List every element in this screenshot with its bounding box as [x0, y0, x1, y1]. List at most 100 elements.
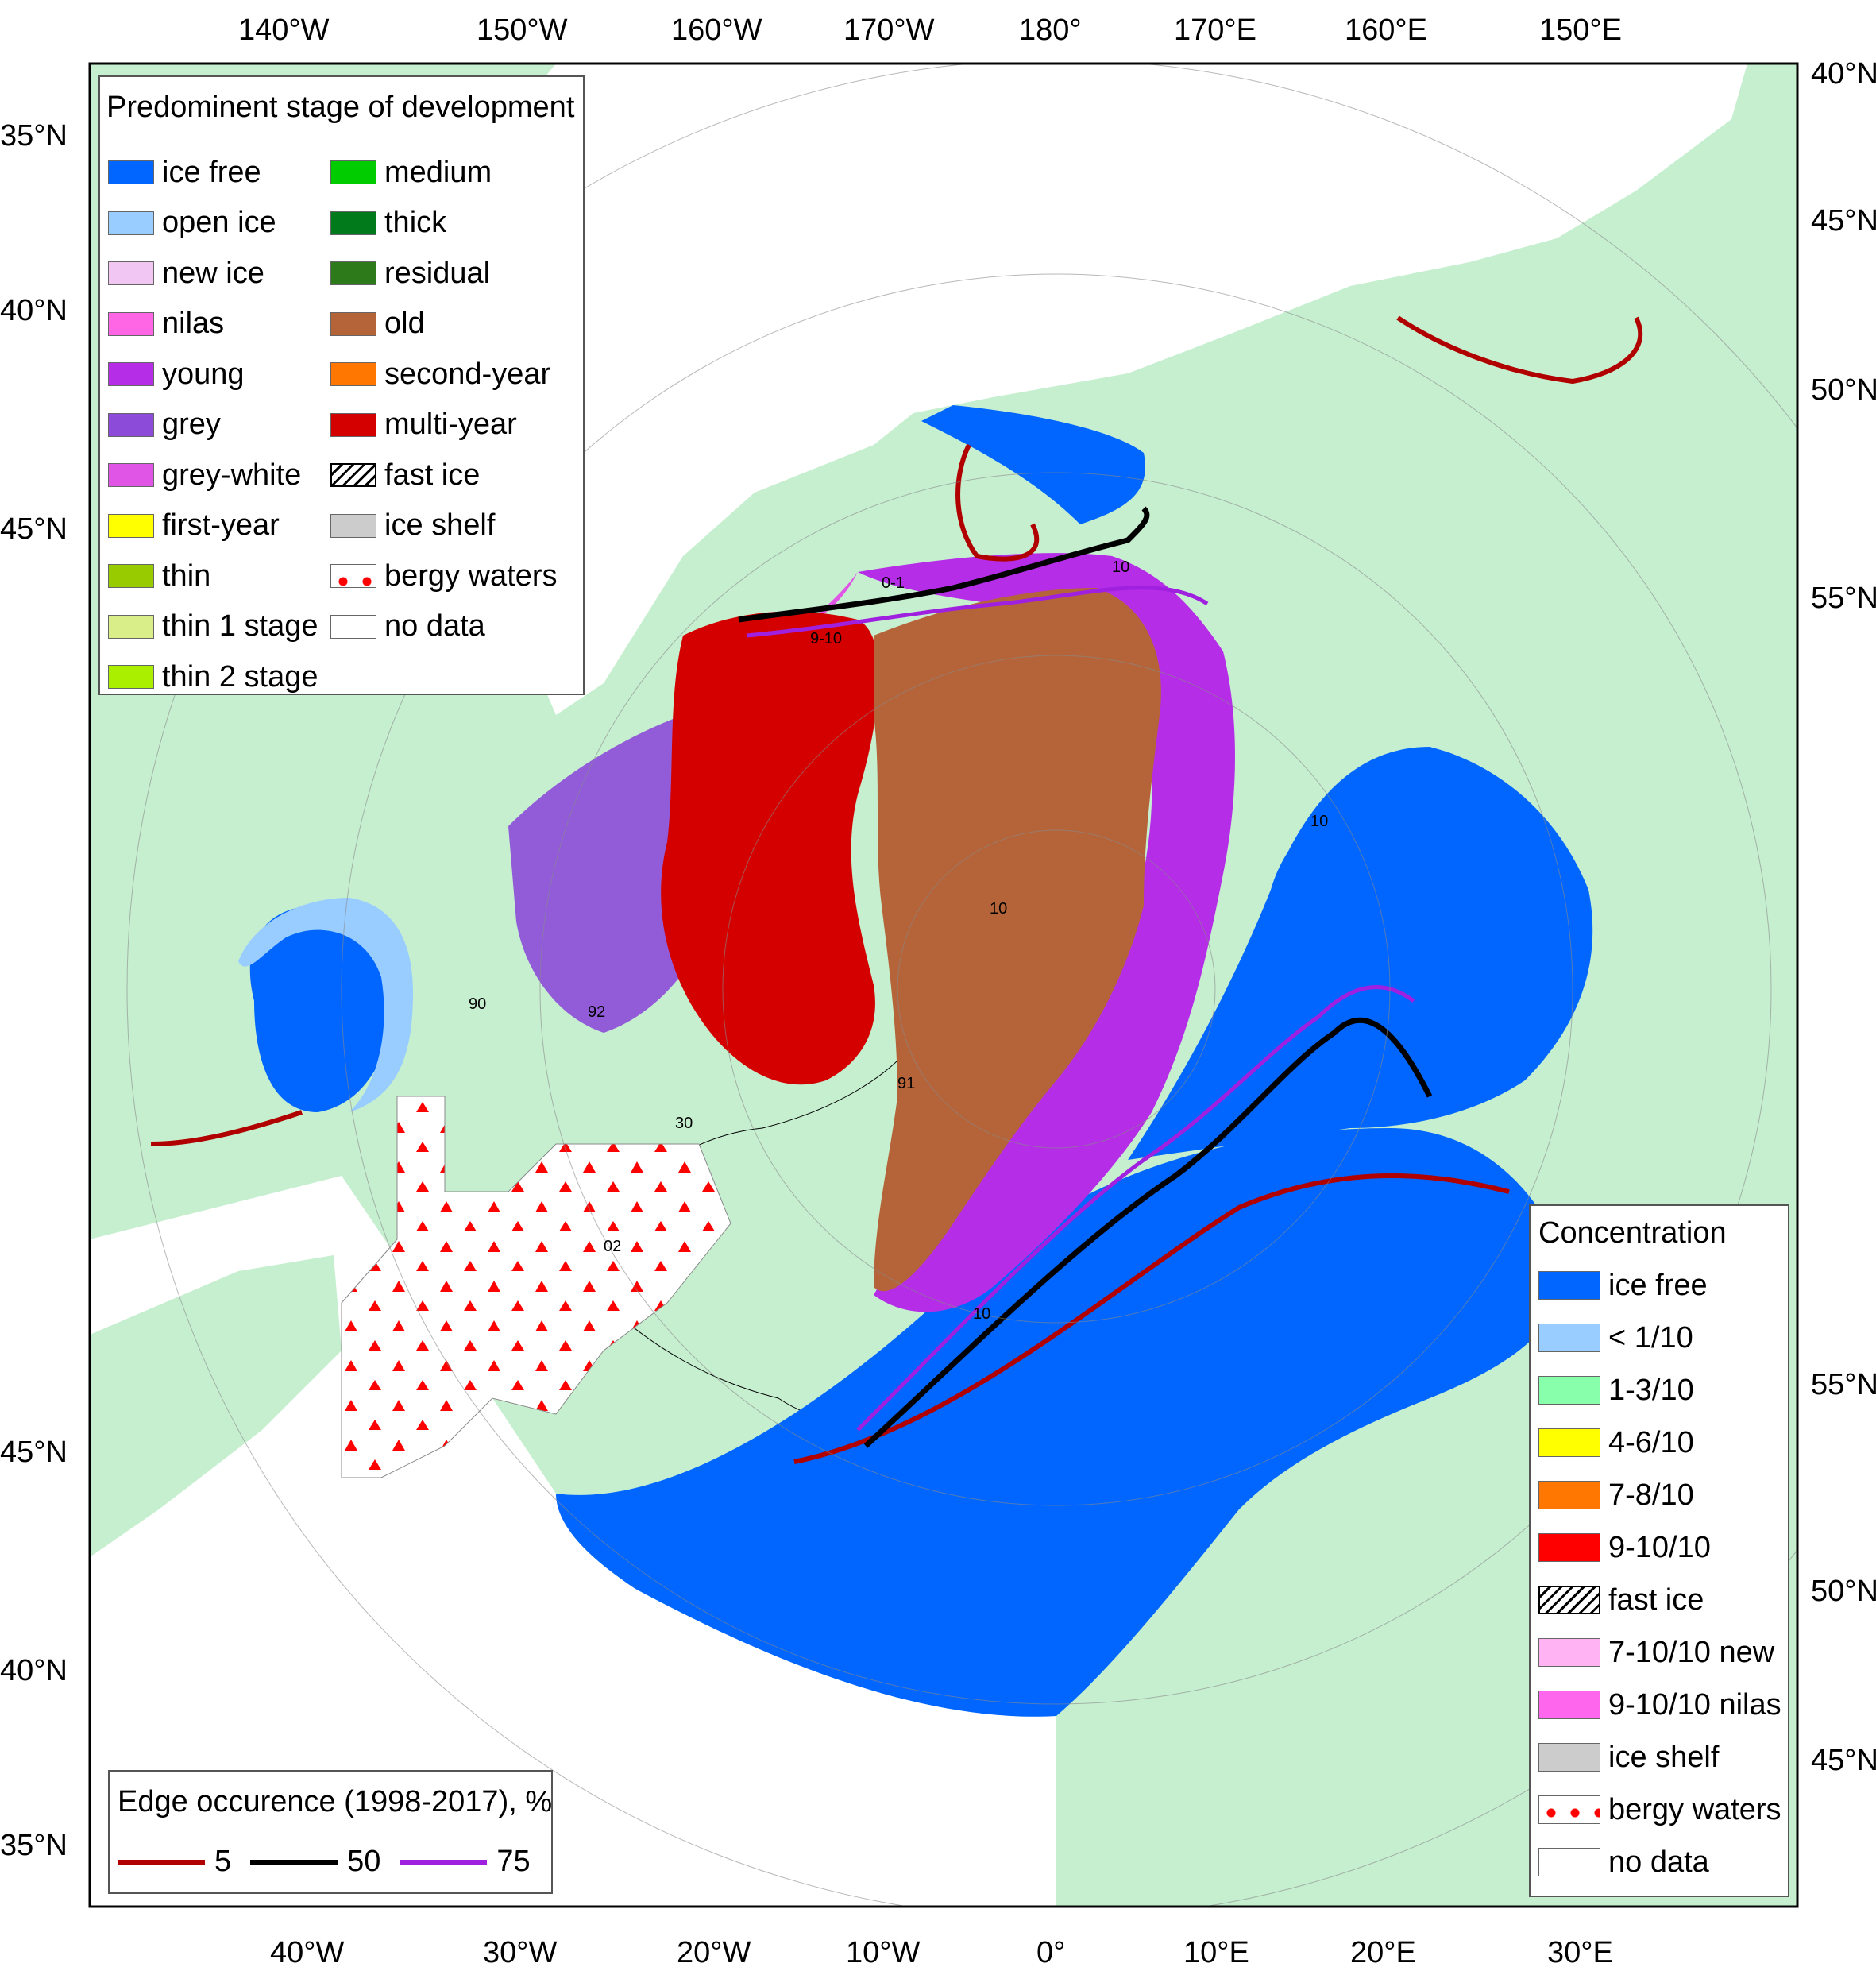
ice-label: 9-10	[810, 630, 842, 647]
legend-label: ice shelf	[384, 508, 496, 542]
legend-stage-item-first-year: first-year	[108, 508, 280, 542]
young-ice-siberian	[858, 553, 1235, 1312]
graticule-label-bottom: 10°E	[1183, 1936, 1249, 1969]
legend-swatch	[108, 463, 154, 487]
legend-label: 1-3/10	[1608, 1373, 1694, 1407]
graticule-label-top: 160°W	[671, 14, 762, 47]
bergy-waters-region	[341, 1096, 731, 1478]
land-north-america-east	[90, 1255, 342, 1557]
legend-stage-item-thin-1-stage: thin 1 stage	[108, 609, 318, 643]
legend-swatch	[1538, 1271, 1600, 1300]
multi-year-ice	[661, 611, 879, 1085]
graticule-label-top: 140°W	[238, 14, 330, 47]
legend-swatch	[330, 614, 376, 639]
legend-stage-title: Predominent stage of development	[106, 91, 575, 124]
legend-swatch	[1538, 1638, 1600, 1667]
edge-line-50pct-atlantic	[863, 1017, 1433, 1448]
ice-label: 92	[588, 1003, 605, 1021]
graticule-circle-1	[897, 829, 1216, 1149]
legend-concentration-item: < 1/10	[1538, 1321, 1693, 1355]
graticule-label-bottom: 20°W	[677, 1936, 751, 1969]
ice-label: 10	[973, 1305, 990, 1323]
ice-free-atlantic-far	[556, 1494, 1056, 1716]
legend-swatch	[330, 564, 376, 588]
grey-ice-archipelago	[508, 715, 721, 1033]
graticule-label-right: 45°N	[1811, 204, 1876, 238]
legend-swatch	[108, 311, 154, 336]
graticule-label-right: 40°N	[1811, 57, 1876, 91]
legend-swatch	[1538, 1481, 1600, 1509]
graticule-label-top: 150°E	[1539, 14, 1622, 47]
legend-label: first-year	[162, 508, 280, 542]
ice-label: 10	[1310, 813, 1328, 830]
edge-line-75pct-pacific	[746, 586, 1209, 638]
graticule-label-right: 55°N	[1811, 582, 1876, 615]
legend-swatch	[1538, 1324, 1600, 1352]
legend-swatch	[108, 513, 154, 538]
legend-stage-item-thin-2-stage: thin 2 stage	[108, 660, 318, 694]
graticule-label-top: 160°E	[1345, 14, 1427, 47]
graticule-label-right: 50°N	[1811, 1575, 1876, 1608]
legend-swatch	[330, 211, 376, 235]
legend-label: 75	[496, 1845, 531, 1878]
legend-label: open ice	[162, 206, 276, 239]
legend-label: thin 1 stage	[162, 609, 318, 643]
legend-concentration-item: 9-10/10 nilas	[1538, 1688, 1781, 1722]
ice-label: 91	[897, 1075, 915, 1092]
graticule-label-bottom: 20°E	[1350, 1936, 1416, 1969]
legend-stage-item-thin: thin	[108, 559, 210, 593]
legend-label: ice free	[1608, 1268, 1708, 1302]
legend-edge-item: 50	[250, 1845, 380, 1879]
graticule-label-right: 45°N	[1811, 1744, 1876, 1777]
edge-line-75pct-atlantic	[856, 985, 1415, 1432]
legend-swatch	[330, 463, 376, 487]
legend-label: 5	[214, 1845, 232, 1878]
legend-stage-item-new-ice: new ice	[108, 256, 264, 290]
ice-free-barents	[1128, 747, 1593, 1160]
legend-label: 7-10/10 new	[1608, 1635, 1775, 1669]
legend-label: ice free	[162, 155, 261, 189]
graticule-circle-4	[341, 273, 1772, 1705]
legend-swatch	[108, 564, 154, 588]
graticule-circle-5	[126, 64, 1797, 1907]
legend-edge-title: Edge occurence (1998-2017), %	[118, 1785, 553, 1818]
legend-concentration: Concentration ice free < 1/10 1-3/10 4-6/10…	[1529, 1204, 1789, 1897]
legend-swatch	[1538, 1795, 1600, 1824]
legend-stage-item-grey-white: grey-white	[108, 458, 301, 492]
graticule-label-left: 35°N	[0, 1829, 68, 1862]
legend-concentration-item: ice free	[1538, 1268, 1708, 1302]
legend-label: multi-year	[384, 408, 517, 441]
legend-label: bergy waters	[1608, 1792, 1781, 1826]
legend-swatch	[330, 261, 376, 285]
legend-label: new ice	[162, 256, 264, 290]
legend-label: no data	[1608, 1845, 1709, 1879]
graticule-label-right: 50°N	[1811, 373, 1876, 407]
ice-label: 10	[990, 900, 1007, 918]
graticule-label-bottom: 10°W	[846, 1936, 920, 1969]
ice-label: 10	[1112, 558, 1129, 576]
legend-stage-item-old: old	[330, 307, 425, 340]
ice-free-kara	[1271, 794, 1388, 944]
legend-label: residual	[384, 256, 491, 290]
legend-line-swatch	[250, 1859, 338, 1865]
edge-line-5pct-atlantic	[793, 1173, 1510, 1464]
graticule-circle-3	[539, 472, 1573, 1506]
legend-swatch	[108, 160, 154, 184]
ice-label: 30	[675, 1115, 693, 1132]
edge-line-50pct-pacific	[738, 506, 1150, 623]
legend-concentration-item: 7-10/10 new	[1538, 1635, 1775, 1669]
no-data-region-north	[381, 64, 1747, 715]
legend-label: ice shelf	[1608, 1740, 1720, 1774]
legend-label: young	[162, 357, 245, 391]
legend-label: fast ice	[384, 458, 481, 492]
legend-line-swatch	[118, 1859, 205, 1865]
graticule-circle-2	[722, 655, 1391, 1324]
legend-concentration-item: 9-10/10	[1538, 1531, 1711, 1564]
legend-label: nilas	[162, 307, 225, 340]
legend-stage-of-development: Predominent stage of development ice fre…	[98, 75, 585, 695]
legend-stage-item-thick: thick	[330, 206, 446, 239]
legend-swatch	[330, 412, 376, 437]
legend-label: no data	[384, 609, 485, 643]
ice-label: 0-1	[882, 574, 905, 592]
